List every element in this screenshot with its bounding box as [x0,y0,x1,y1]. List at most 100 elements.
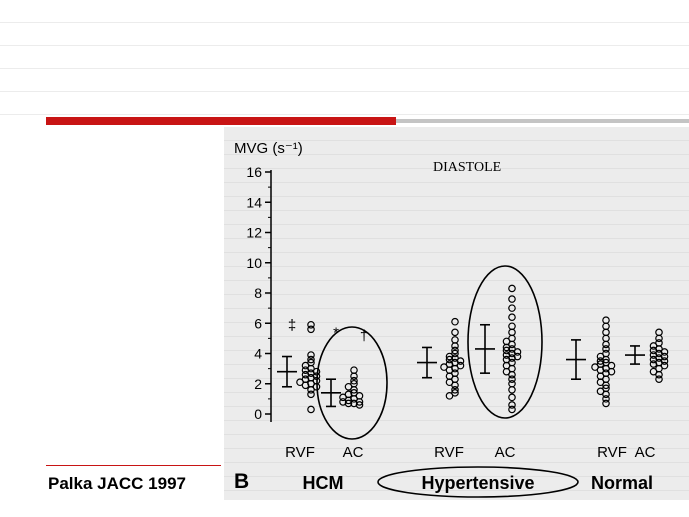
data-point [508,375,516,384]
y-tick-label: 16 [246,164,262,180]
data-point [508,295,516,303]
data-point [355,401,364,409]
y-tick-label: 10 [246,255,262,271]
data-point [451,346,459,355]
data-point [655,375,663,384]
group-label: HCM [303,473,344,493]
panel-letter: B [234,470,249,493]
data-point [307,390,315,399]
data-point [508,370,516,379]
x-tick-label: RVF [597,444,627,461]
data-point [301,361,310,370]
data-point [502,351,511,359]
data-point [508,322,516,331]
data-point [602,340,610,349]
x-tick-label: AC [495,444,516,461]
group-label-ellipse [377,466,579,498]
y-tick-label: 4 [254,346,262,362]
data-point [445,378,454,387]
data-point [602,322,610,331]
data-point [602,390,610,399]
data-point [451,389,459,397]
data-point [508,304,516,312]
data-point [602,316,610,325]
data-point [649,367,658,376]
slide-background-lines [0,0,689,120]
group-label: Normal [591,473,653,493]
data-point [602,334,610,343]
data-point [602,345,610,353]
data-point [307,325,315,334]
significance-marker: * [333,324,339,341]
data-point [502,367,511,376]
data-point [301,381,310,390]
y-axis-label: MVG (s⁻¹) [234,140,303,157]
data-point [350,366,358,374]
x-tick-label: AC [635,444,656,461]
figure-panel [224,127,689,500]
x-tick-label: RVF [434,444,464,461]
data-point [602,381,610,390]
data-point [445,355,454,364]
data-point [296,378,304,387]
data-point [602,399,610,408]
y-tick-label: 2 [254,376,262,392]
chart-title: DIASTOLE [433,160,501,175]
data-point [350,372,358,380]
data-point [508,401,516,409]
data-point [307,385,315,394]
group-label: Hypertensive [421,473,534,493]
data-point [655,370,663,379]
data-point [451,328,459,337]
hcm-ac-highlight-ellipse [316,326,388,440]
data-point [502,346,511,355]
data-point [451,381,459,390]
data-point [307,320,315,329]
data-point [602,395,610,403]
data-point [440,363,448,371]
data-point [649,360,658,368]
data-point [451,317,459,326]
significance-marker: ‡ [288,317,296,334]
x-tick-label: RVF [285,444,315,461]
data-point [596,352,605,361]
data-point [350,376,358,385]
data-point [451,385,459,394]
data-point [307,405,315,414]
data-point [649,351,658,359]
x-tick-label: AC [343,444,364,461]
data-point [508,328,516,337]
citation-text: Palka JACC 1997 [48,474,186,493]
hypertensive-ac-highlight-ellipse [467,265,543,419]
data-point [312,382,321,391]
data-point [508,340,516,349]
title-accent-bar-right [396,119,689,123]
data-point [649,342,658,350]
data-point [456,361,465,370]
data-point [350,385,358,394]
data-point [451,336,459,344]
data-point [508,284,516,293]
significance-marker: † [360,327,368,344]
data-point [307,355,315,364]
data-point [649,355,658,364]
data-point [596,378,605,387]
data-point [451,342,459,350]
data-point [655,334,663,343]
data-point [339,393,347,402]
y-tick-label: 6 [254,315,262,331]
y-tick-label: 14 [246,194,262,210]
data-point [508,393,516,402]
data-point [596,387,605,396]
y-tick-label: 0 [254,406,262,422]
data-point [344,399,353,408]
y-tick-label: 8 [254,285,262,301]
data-point [655,328,663,337]
data-point [301,366,310,374]
data-point [344,382,353,391]
data-point [660,361,669,370]
y-tick-label: 12 [246,225,262,241]
data-point [508,405,516,414]
data-point [602,328,610,337]
